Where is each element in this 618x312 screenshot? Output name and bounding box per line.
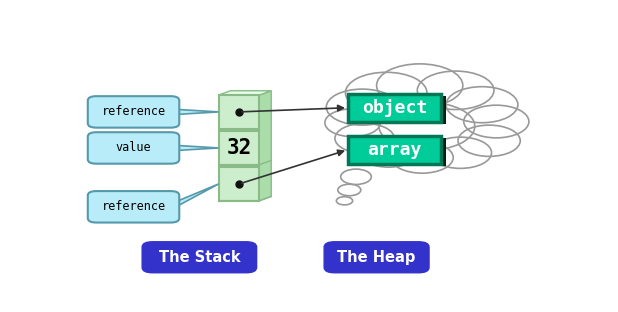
Polygon shape — [260, 91, 271, 201]
Circle shape — [325, 109, 381, 137]
Circle shape — [458, 125, 520, 156]
Circle shape — [326, 89, 398, 125]
Polygon shape — [171, 145, 219, 151]
Circle shape — [360, 138, 417, 167]
Circle shape — [338, 184, 361, 196]
Text: object: object — [362, 99, 427, 117]
Circle shape — [391, 142, 453, 173]
FancyBboxPatch shape — [353, 138, 446, 166]
Polygon shape — [171, 109, 219, 115]
Text: The Heap: The Heap — [337, 250, 416, 265]
Text: 32: 32 — [226, 138, 252, 158]
Circle shape — [335, 124, 394, 153]
Text: reference: reference — [101, 200, 166, 213]
Circle shape — [417, 71, 494, 110]
FancyBboxPatch shape — [88, 191, 179, 222]
Circle shape — [379, 102, 475, 150]
FancyBboxPatch shape — [88, 96, 179, 128]
Polygon shape — [219, 91, 271, 95]
FancyBboxPatch shape — [348, 136, 441, 163]
FancyBboxPatch shape — [88, 132, 179, 164]
FancyBboxPatch shape — [219, 95, 260, 129]
Circle shape — [341, 169, 371, 184]
Text: array: array — [367, 141, 421, 159]
FancyBboxPatch shape — [353, 96, 446, 124]
Circle shape — [376, 64, 463, 107]
Circle shape — [430, 137, 491, 168]
FancyBboxPatch shape — [219, 167, 260, 201]
Polygon shape — [171, 184, 219, 210]
Circle shape — [446, 87, 518, 123]
Circle shape — [336, 197, 353, 205]
Text: The Stack: The Stack — [159, 250, 240, 265]
Circle shape — [345, 72, 427, 113]
FancyBboxPatch shape — [219, 131, 260, 165]
Text: value: value — [116, 141, 151, 154]
FancyBboxPatch shape — [324, 242, 429, 273]
Circle shape — [464, 105, 529, 138]
Text: reference: reference — [101, 105, 166, 119]
FancyBboxPatch shape — [348, 94, 441, 122]
FancyBboxPatch shape — [142, 242, 256, 273]
